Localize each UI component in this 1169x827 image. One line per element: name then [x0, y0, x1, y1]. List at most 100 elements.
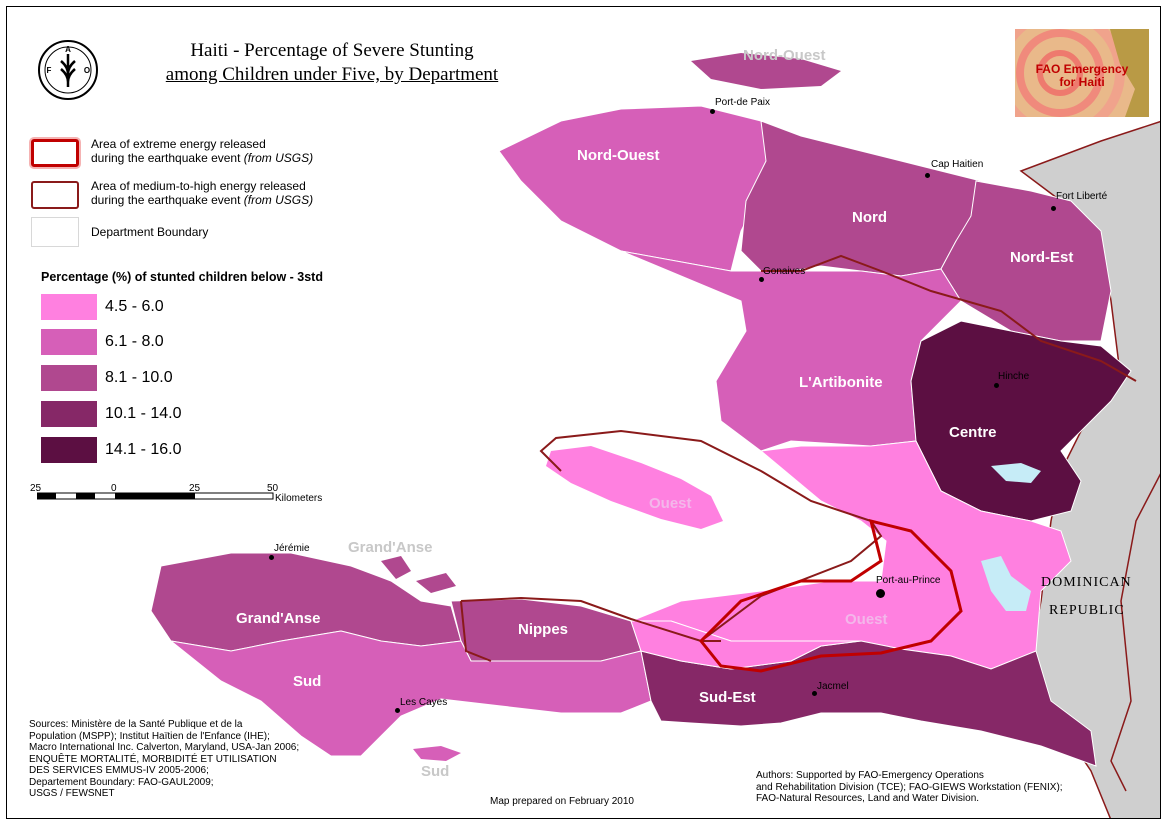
island-gonave [546, 446, 723, 529]
city-dot-cap-haitien [925, 173, 930, 178]
prepared-date: Map prepared on February 2010 [490, 796, 634, 807]
dept-label-ouest: Ouest [845, 611, 888, 628]
legend-extreme-swatch [31, 139, 79, 167]
dept-grand-anse-shape [150, 552, 462, 652]
class-swatch-3 [41, 365, 97, 391]
dept-label-nippes: Nippes [518, 621, 569, 638]
city-label-gonaives: Gonaives [763, 266, 806, 277]
city-dot-port-au-prince [876, 589, 885, 598]
dept-label-artibonite: L'Artibonite [799, 374, 883, 391]
badge-label: FAO Emergency for Haiti [1015, 63, 1149, 89]
scale-unit: Kilometers [275, 493, 323, 504]
author-line: and Rehabilitation Division (TCE); FAO-G… [756, 781, 1063, 793]
source-line: ENQUÊTE MORTALITÉ, MORBIDITÉ ET UTILISAT… [29, 753, 277, 765]
legend-medium-line2: during the earthquake event [91, 193, 244, 207]
scale-tick-1: 25 [30, 483, 42, 494]
svg-text:F: F [47, 66, 52, 75]
legend-extreme-line2: during the earthquake event [91, 151, 244, 165]
badge-line-1: FAO Emergency [1035, 62, 1129, 76]
fao-emergency-badge: FAO Emergency for Haiti [1015, 29, 1149, 117]
island-tortuga [691, 53, 841, 89]
dept-label-ouest-island: Ouest [649, 495, 692, 512]
island-vache [413, 746, 461, 761]
legend-medium-source: (from USGS) [243, 193, 314, 207]
legend-boundary-swatch [31, 217, 79, 247]
lake-azuei [981, 556, 1031, 611]
city-label-fort-liberte: Fort Liberté [1056, 191, 1108, 202]
haiti-map [150, 53, 1160, 818]
title-line-1: Haiti - Percentage of Severe Stunting [190, 40, 474, 61]
lake-peligre [991, 463, 1041, 483]
scale-bar [37, 492, 274, 500]
dept-label-nord: Nord [852, 209, 887, 226]
map-frame: Haiti - Percentage of Severe Stunting am… [6, 6, 1161, 819]
badge-background-icon [1015, 29, 1149, 117]
dr-boundary-east [1110, 473, 1160, 792]
badge-line-2: for Haiti [1059, 75, 1105, 89]
source-line: DES SERVICES EMMUS-IV 2005-2006; [29, 765, 209, 776]
dept-label-sud-est: Sud-Est [699, 689, 756, 706]
scale-tick-2: 0 [111, 483, 117, 494]
city-dot-les-cayes [395, 708, 400, 713]
dept-label-grand-anse: Grand'Anse [236, 610, 321, 627]
svg-text:A: A [65, 45, 71, 54]
source-line: Macro International Inc. Calverton, Mary… [29, 742, 300, 753]
city-label-cap-haitien: Cap Haitien [931, 159, 984, 170]
country-label-line1: DOMINICAN [1041, 575, 1132, 590]
class-swatch-2 [41, 329, 97, 355]
class-swatch-5 [41, 437, 97, 463]
dept-label-nord-est: Nord-Est [1010, 249, 1074, 266]
city-dot-jacmel [812, 691, 817, 696]
source-line: Population (MSPP); Institut Haïtien de l… [29, 730, 270, 742]
city-dot-fort-liberte [1051, 206, 1056, 211]
legend-medium-line1: Area of medium-to-high energy released [91, 179, 306, 193]
source-line: Sources: Ministère de la Santé Publique … [29, 719, 243, 730]
dept-label-nord-ouest: Nord-Ouest [577, 147, 660, 164]
class-label-4: 10.1 - 14.0 [105, 405, 182, 422]
city-label-les-cayes: Les Cayes [400, 697, 448, 708]
class-label-5: 14.1 - 16.0 [105, 441, 182, 458]
scale-tick-3: 25 [189, 483, 201, 494]
map-title: Haiti - Percentage of Severe Stunting am… [117, 39, 547, 87]
class-label-3: 8.1 - 10.0 [105, 369, 173, 386]
class-label-1: 4.5 - 6.0 [105, 298, 164, 315]
legend-extreme-source: (from USGS) [243, 151, 314, 165]
source-line: Departement Boundary: FAO-GAUL2009; [29, 776, 214, 788]
legend-extreme-line1: Area of extreme energy released [91, 137, 266, 151]
city-label-jacmel: Jacmel [817, 681, 849, 692]
city-dot-port-de-paix [710, 109, 715, 114]
dept-label-centre: Centre [949, 424, 997, 441]
city-label-port-de-paix: Port-de Paix [715, 97, 771, 108]
dept-label-grand-anse-island: Grand'Anse [348, 539, 433, 556]
sources-text: Sources: Ministère de la Santé Publique … [29, 719, 329, 800]
island-cayemites-2 [416, 573, 456, 593]
author-line: Authors: Supported by FAO-Emergency Oper… [756, 770, 984, 781]
legend-boundary-label: Department Boundary [91, 225, 209, 239]
city-label-jeremie: Jérémie [274, 543, 310, 554]
scale-tick-4: 50 [267, 483, 279, 494]
class-label-2: 6.1 - 8.0 [105, 333, 164, 350]
source-line: USGS / FEWSNET [29, 788, 115, 799]
class-swatch-1 [41, 294, 97, 320]
title-line-2: among Children under Five, by Department [165, 64, 499, 85]
country-label-line2: REPUBLIC [1049, 603, 1125, 618]
city-dot-gonaives [759, 277, 764, 282]
fao-logo-icon: A F O [38, 40, 98, 100]
class-legend-title: Percentage (%) of stunted children below… [41, 270, 323, 284]
zone-medium-high [460, 254, 1137, 662]
authors-text: Authors: Supported by FAO-Emergency Oper… [756, 770, 1116, 805]
city-label-hinche: Hinche [998, 371, 1030, 382]
dept-label-nord-ouest-island: Nord-Ouest [743, 47, 826, 64]
dept-nord-shape [740, 120, 982, 277]
dept-ouest-south-shape [630, 620, 862, 670]
legend-medium-swatch [31, 181, 79, 209]
zone-extreme [698, 518, 963, 673]
city-dot-hinche [994, 383, 999, 388]
dept-label-sud-island: Sud [421, 763, 450, 780]
class-swatch-4 [41, 401, 97, 427]
dept-artibonite-shape [620, 250, 962, 452]
dept-label-sud: Sud [293, 673, 322, 690]
city-label-port-au-prince: Port-au-Prince [876, 575, 941, 586]
island-cayemites [381, 556, 411, 579]
svg-text:O: O [84, 66, 90, 75]
